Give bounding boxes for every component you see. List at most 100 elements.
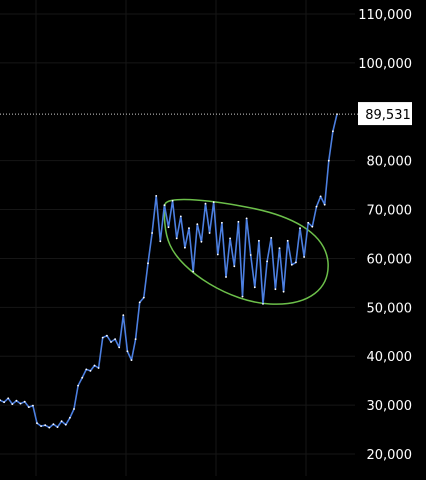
series-layer xyxy=(0,113,338,429)
series-point xyxy=(282,290,285,293)
series-point xyxy=(233,265,236,268)
y-tick-label: 110,000 xyxy=(358,8,412,23)
series-point xyxy=(3,401,5,404)
series-point xyxy=(69,416,71,419)
series-point xyxy=(147,262,149,265)
series-point xyxy=(122,314,125,317)
series-point xyxy=(106,334,108,337)
consolidation-ellipse xyxy=(163,198,329,305)
series-point xyxy=(40,425,42,427)
series-point xyxy=(44,424,47,427)
series-point xyxy=(237,220,240,223)
series-point xyxy=(184,246,186,249)
series-point xyxy=(274,288,277,291)
series-point xyxy=(245,217,248,220)
series-point xyxy=(307,221,310,224)
series-point xyxy=(216,253,219,256)
series-point xyxy=(299,227,301,230)
y-tick-label: 50,000 xyxy=(367,301,413,316)
series-point xyxy=(48,426,51,429)
series-point xyxy=(134,338,137,340)
series-point xyxy=(175,237,178,240)
series-point xyxy=(64,423,67,426)
series-point xyxy=(295,261,297,264)
series-point xyxy=(101,336,104,339)
series-point xyxy=(11,403,14,405)
y-axis: 110,000 100,000 80,000 70,000 60,000 50,000 40… xyxy=(358,8,412,463)
series-point xyxy=(290,263,293,266)
series-point xyxy=(159,240,162,243)
series-point xyxy=(163,204,166,207)
series-point xyxy=(171,199,174,202)
series-point xyxy=(167,226,170,229)
series-point xyxy=(196,223,199,226)
series-point xyxy=(114,338,116,340)
series-point xyxy=(151,232,154,234)
y-tick-label: 70,000 xyxy=(367,204,413,219)
series-point xyxy=(212,201,215,204)
series-point xyxy=(85,368,88,371)
series-point xyxy=(258,239,260,242)
series-point xyxy=(0,399,1,402)
series-point xyxy=(327,159,330,162)
grid-layer xyxy=(0,0,355,476)
series-point xyxy=(278,247,281,250)
series-point xyxy=(303,256,305,258)
series-point xyxy=(208,232,211,234)
series-point xyxy=(253,286,256,289)
y-tick-label: 100,000 xyxy=(358,57,412,72)
series-point xyxy=(93,364,96,367)
y-tick-label: 30,000 xyxy=(367,399,413,414)
series-point xyxy=(204,202,207,205)
series-point xyxy=(36,422,38,425)
series-point xyxy=(155,195,158,197)
series-point xyxy=(200,240,203,243)
series-point xyxy=(179,215,182,218)
last-price-label: 89,531 xyxy=(365,108,411,123)
series-point xyxy=(286,239,289,242)
series-point xyxy=(192,270,195,273)
series-point xyxy=(32,404,34,407)
annotation-layer xyxy=(163,198,329,305)
y-tick-label: 60,000 xyxy=(367,252,413,267)
series-point xyxy=(221,221,223,224)
series-point xyxy=(110,341,112,343)
series-point xyxy=(315,205,318,208)
series-point xyxy=(130,359,133,361)
series-point xyxy=(7,397,10,400)
series-point xyxy=(319,195,322,198)
series-point xyxy=(270,237,273,239)
series-point xyxy=(126,350,129,353)
series-point xyxy=(225,276,227,278)
series-point xyxy=(15,399,18,402)
series-point xyxy=(249,254,252,256)
series-point xyxy=(262,303,264,305)
series-point xyxy=(23,400,26,403)
series-point xyxy=(323,203,326,206)
series-point xyxy=(311,225,314,228)
series-point xyxy=(77,384,79,387)
series-point xyxy=(332,130,334,133)
series-point xyxy=(266,260,268,263)
y-tick-label: 40,000 xyxy=(367,350,413,365)
series-point xyxy=(241,295,244,298)
series-point xyxy=(118,346,121,349)
series-point xyxy=(89,370,92,372)
series-point xyxy=(52,423,55,426)
series-point xyxy=(81,376,84,379)
series-point xyxy=(229,237,232,240)
series-point xyxy=(97,367,100,369)
series-point xyxy=(19,402,22,405)
y-tick-label: 20,000 xyxy=(367,448,413,463)
series-point xyxy=(138,301,141,304)
series-point xyxy=(27,406,30,408)
series-point xyxy=(188,227,190,230)
price-line-layer: 89,531 xyxy=(0,102,412,126)
series-point xyxy=(142,296,145,299)
series-point xyxy=(73,408,75,410)
series-point xyxy=(56,426,59,428)
series-point xyxy=(60,420,63,423)
y-tick-label: 80,000 xyxy=(367,155,413,170)
